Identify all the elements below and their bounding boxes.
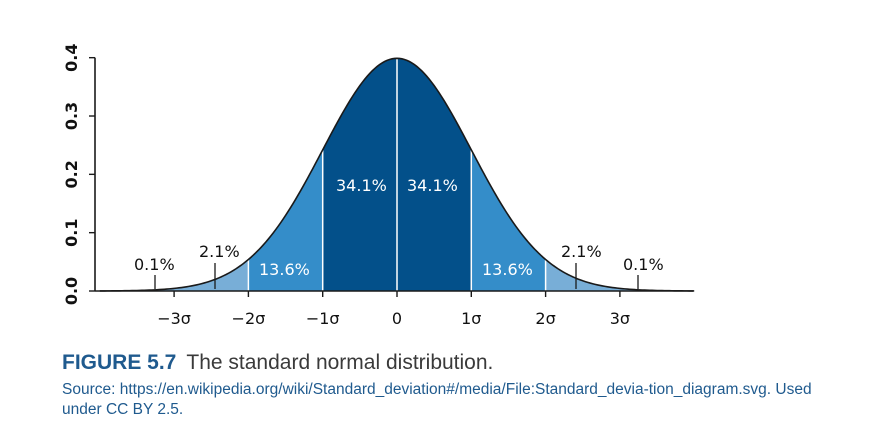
region-0 (174, 259, 249, 291)
x-tick-label-5: 2σ (535, 309, 555, 328)
label-left-tail: 0.1% (134, 255, 175, 274)
x-tick-label-4: 1σ (461, 309, 481, 328)
figure-label: FIGURE 5.7 (62, 351, 177, 374)
label-1-to-2: 13.6% (482, 260, 533, 279)
label-minus3-to-minus2: 2.1% (199, 242, 240, 261)
region-2 (322, 58, 397, 291)
figure-caption: FIGURE 5.7 The standard normal distributi… (62, 350, 872, 420)
normal-distribution-chart: −3σ −2σ −1σ 0 1σ 2σ 3σ 0.0 0.1 0.2 0.3 0.4 2.1% 13.6… (62, 44, 695, 328)
y-tick-label-0: 0.0 (62, 277, 81, 305)
x-tick-label-0: −3σ (157, 309, 191, 328)
label-2-to-3: 2.1% (561, 242, 602, 261)
region-5 (545, 259, 620, 291)
sigma-divider-lines (247, 58, 547, 291)
percent-labels: 2.1% 13.6% 34.1% 34.1% 13.6% 2.1% 0.1% 0.1% (134, 176, 664, 289)
y-tick-label-2: 0.2 (62, 160, 81, 188)
x-tick-label-3: 0 (392, 309, 402, 328)
label-right-tail: 0.1% (623, 255, 664, 274)
x-tick-label-6: 3σ (610, 309, 630, 328)
figure-title: The standard normal distribution. (186, 351, 494, 374)
y-tick-label-3: 0.3 (62, 102, 81, 130)
density-curve (99, 57, 695, 292)
label-minus2-to-minus1: 13.6% (259, 260, 310, 279)
x-tick-label-1: −2σ (232, 309, 266, 328)
x-tick-label-2: −1σ (306, 309, 340, 328)
figure-caption-line: FIGURE 5.7 The standard normal distributi… (62, 350, 872, 376)
figure-source: Source: https://en.wikipedia.org/wiki/St… (62, 381, 812, 418)
axes: −3σ −2σ −1σ 0 1σ 2σ 3σ 0.0 0.1 0.2 0.3 0.4 (62, 44, 693, 328)
label-minus1-to-0: 34.1% (336, 176, 387, 195)
region-3 (397, 58, 472, 291)
y-tick-label-1: 0.1 (62, 219, 81, 247)
label-0-to-1: 34.1% (407, 176, 458, 195)
y-tick-label-4: 0.4 (62, 44, 81, 72)
